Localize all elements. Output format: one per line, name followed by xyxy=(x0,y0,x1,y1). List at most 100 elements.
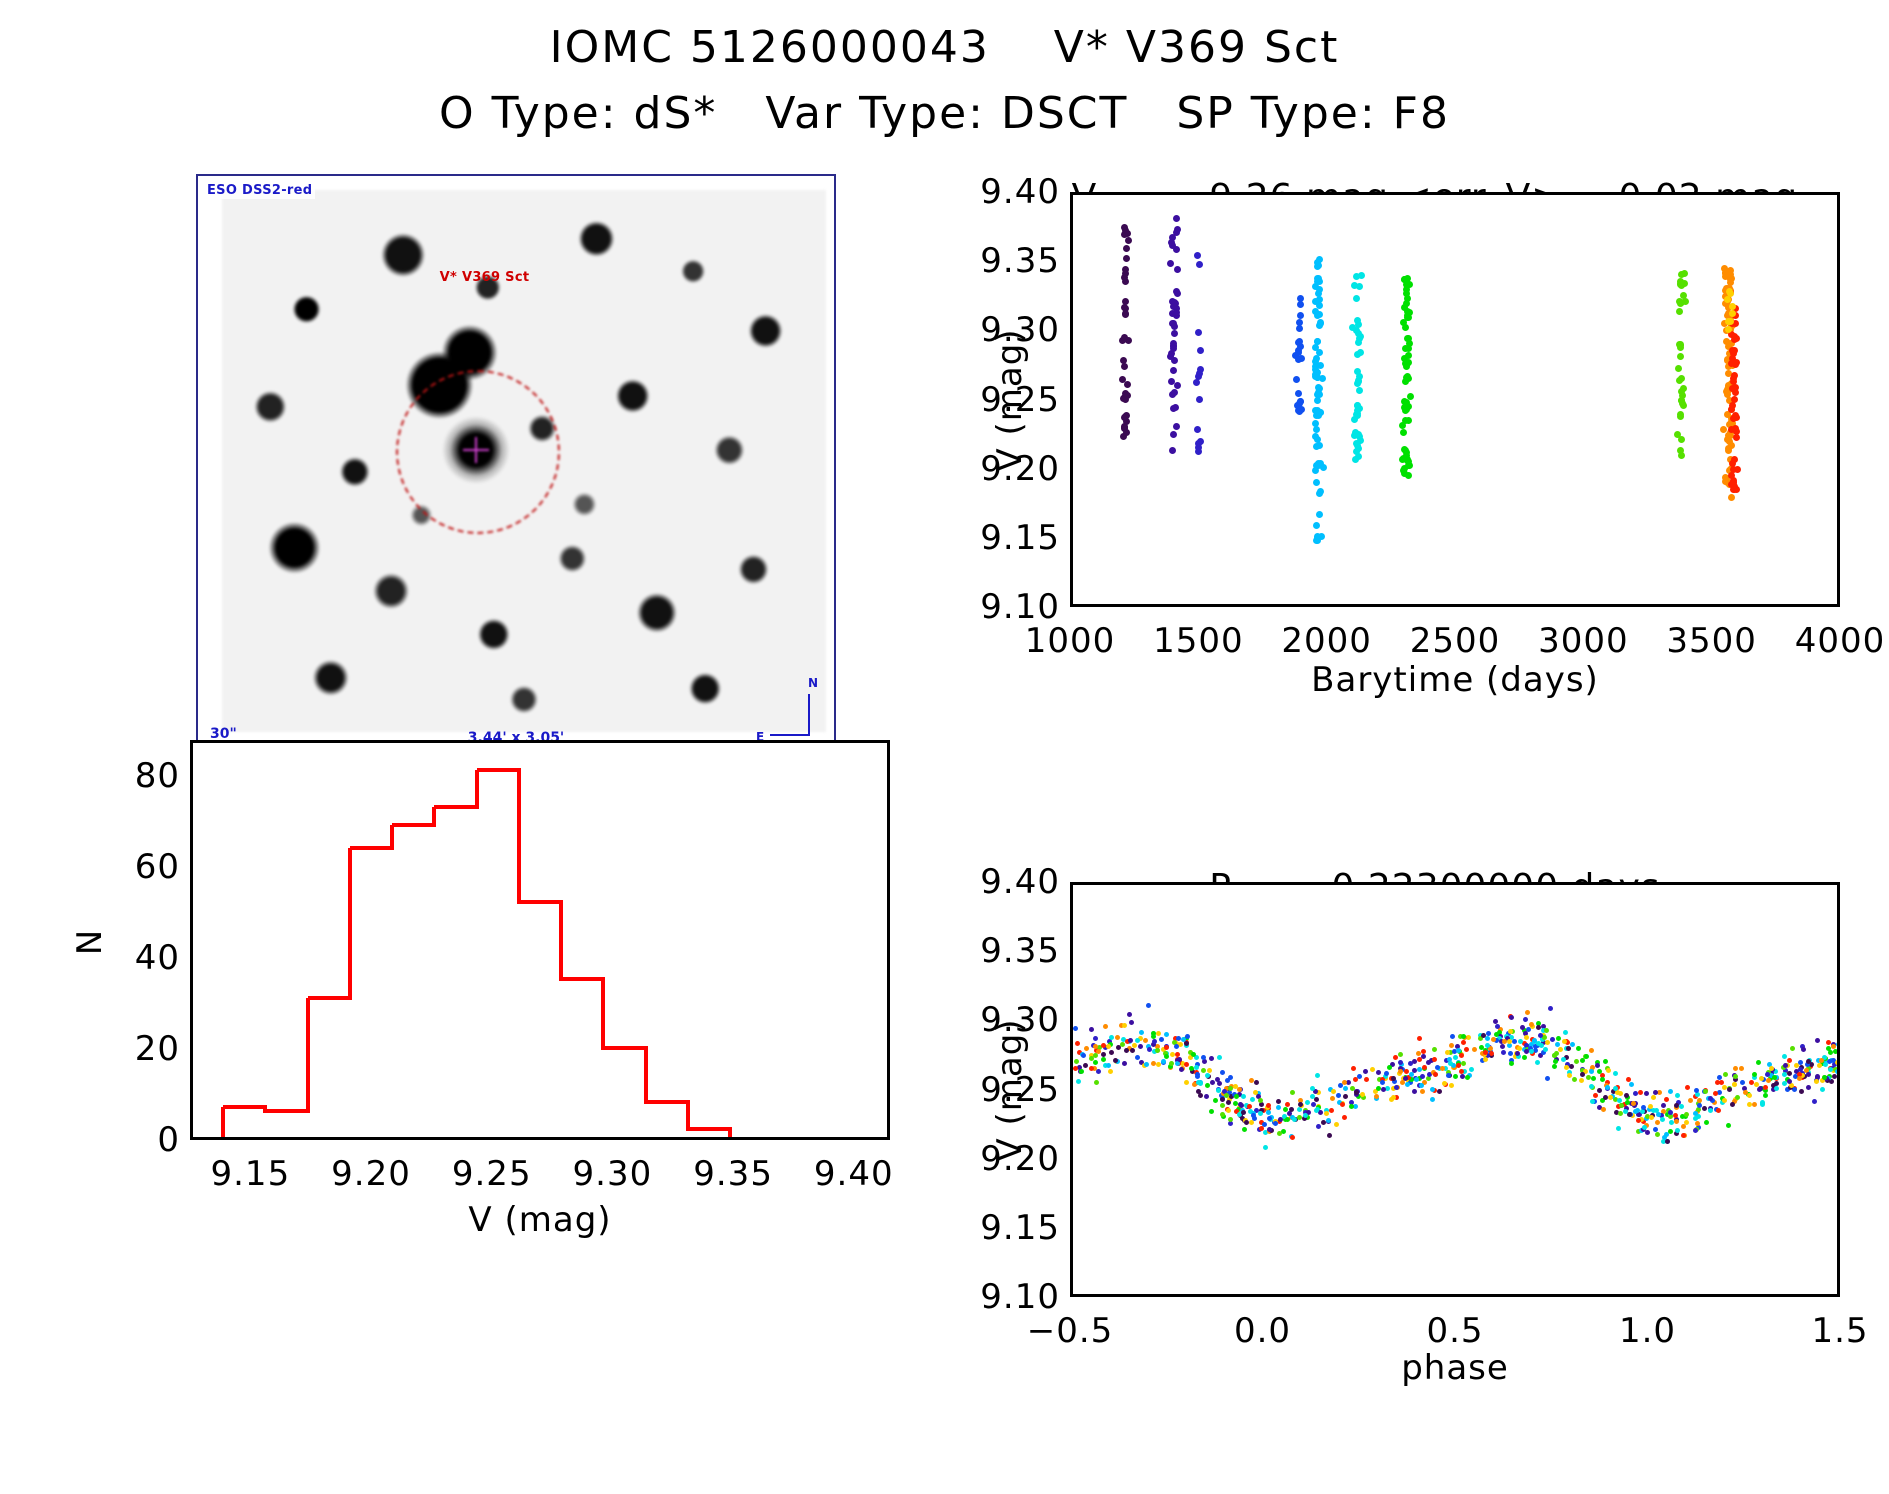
data-point xyxy=(1350,1085,1356,1091)
data-point xyxy=(1404,461,1412,469)
data-point xyxy=(1121,363,1129,371)
sky-image xyxy=(222,190,826,732)
data-point xyxy=(1831,1061,1837,1067)
data-point xyxy=(1228,1094,1234,1100)
data-point xyxy=(1769,1066,1775,1072)
data-point xyxy=(1350,1066,1356,1072)
data-point xyxy=(1317,361,1325,369)
data-point xyxy=(1591,1075,1597,1081)
data-point xyxy=(1469,1066,1475,1072)
data-point xyxy=(1398,1068,1404,1074)
data-point xyxy=(1328,1107,1334,1113)
data-point xyxy=(1747,1101,1753,1107)
data-point xyxy=(1720,1100,1726,1106)
data-point xyxy=(1720,320,1728,328)
data-point xyxy=(1249,1078,1255,1084)
xaxis-tick-label: 1500 xyxy=(1153,621,1244,661)
data-point xyxy=(1728,355,1736,363)
data-point xyxy=(1225,1078,1231,1084)
data-point xyxy=(1334,1121,1340,1127)
histogram-bin-top xyxy=(349,845,395,850)
data-point xyxy=(1418,1082,1424,1088)
data-point xyxy=(1123,392,1131,400)
data-point xyxy=(1305,1099,1311,1105)
data-point xyxy=(1353,402,1361,410)
data-point xyxy=(1781,1072,1787,1078)
data-point xyxy=(1208,1108,1214,1114)
data-point xyxy=(1805,1061,1811,1067)
data-point xyxy=(1809,1061,1815,1067)
data-point xyxy=(1492,1019,1498,1025)
data-point xyxy=(1545,1039,1551,1045)
data-point xyxy=(1774,1085,1780,1091)
data-point xyxy=(1101,1057,1107,1063)
phase-xaxis-title: phase xyxy=(1401,1348,1509,1388)
data-point xyxy=(1731,320,1739,328)
data-point xyxy=(1233,1083,1239,1089)
data-point xyxy=(1400,465,1408,473)
xaxis-minor-tick xyxy=(193,1011,196,1023)
data-point xyxy=(1403,372,1411,380)
data-point xyxy=(1729,460,1737,468)
data-point xyxy=(1603,1094,1609,1100)
data-point xyxy=(1354,1089,1360,1095)
data-point xyxy=(1401,323,1409,331)
data-point xyxy=(1169,340,1177,347)
xaxis-major-tick xyxy=(193,1093,196,1115)
data-point xyxy=(1130,1048,1136,1054)
data-point xyxy=(1172,1036,1178,1042)
data-point xyxy=(1282,1113,1288,1119)
data-point xyxy=(1251,1115,1257,1121)
data-point xyxy=(1352,272,1360,280)
data-point xyxy=(1400,1080,1406,1086)
data-point xyxy=(1426,1075,1432,1081)
histogram-bin-top xyxy=(392,822,437,827)
data-point xyxy=(1746,1093,1752,1099)
data-point xyxy=(1528,1021,1534,1027)
data-point xyxy=(1312,432,1320,440)
data-point xyxy=(1188,1055,1194,1061)
data-point xyxy=(1445,1070,1451,1076)
data-point xyxy=(1727,339,1735,347)
yaxis-tick-label: 9.10 xyxy=(980,587,1060,627)
data-point xyxy=(1782,1054,1788,1060)
data-point xyxy=(1076,1049,1082,1055)
histogram-bin-edge xyxy=(347,847,352,1000)
data-point xyxy=(1826,1046,1832,1052)
xaxis-major-tick xyxy=(1073,195,1076,217)
data-point xyxy=(1317,319,1325,327)
lightcurve-panel: Vmed = 9.26 mag <err_V> = 0.02 mag Baryt… xyxy=(960,140,1884,700)
xaxis-tick-label: 0.5 xyxy=(1426,1311,1484,1351)
xaxis-tick-label: 0.0 xyxy=(1233,1311,1292,1351)
data-point xyxy=(1193,1065,1199,1071)
data-point xyxy=(1680,385,1688,393)
data-point xyxy=(1752,1072,1758,1078)
data-point xyxy=(1298,1101,1304,1107)
data-point xyxy=(1173,422,1181,430)
data-point xyxy=(1508,1060,1514,1066)
data-point xyxy=(1464,1075,1470,1081)
data-point xyxy=(1450,1034,1456,1040)
data-point xyxy=(1330,1095,1336,1101)
data-point xyxy=(1569,1064,1575,1070)
data-point xyxy=(1354,317,1362,325)
data-point xyxy=(1119,376,1127,384)
data-point xyxy=(1107,1068,1113,1074)
data-point xyxy=(1430,1086,1436,1092)
data-point xyxy=(1601,1107,1607,1113)
data-point xyxy=(1096,1048,1102,1054)
data-point xyxy=(1261,1122,1267,1128)
data-point xyxy=(1383,1071,1389,1077)
data-point xyxy=(1673,431,1681,439)
data-point xyxy=(1783,1062,1789,1068)
data-point xyxy=(1483,1050,1489,1056)
xaxis-minor-tick xyxy=(1073,403,1076,415)
data-point xyxy=(1803,1068,1809,1074)
xaxis-tick-label: 1.0 xyxy=(1618,1311,1677,1351)
data-point xyxy=(1244,1119,1250,1125)
data-point xyxy=(1726,266,1734,274)
data-point xyxy=(1674,1119,1680,1125)
data-point xyxy=(1103,1023,1109,1029)
data-point xyxy=(1314,277,1322,285)
data-point xyxy=(1135,1054,1141,1060)
